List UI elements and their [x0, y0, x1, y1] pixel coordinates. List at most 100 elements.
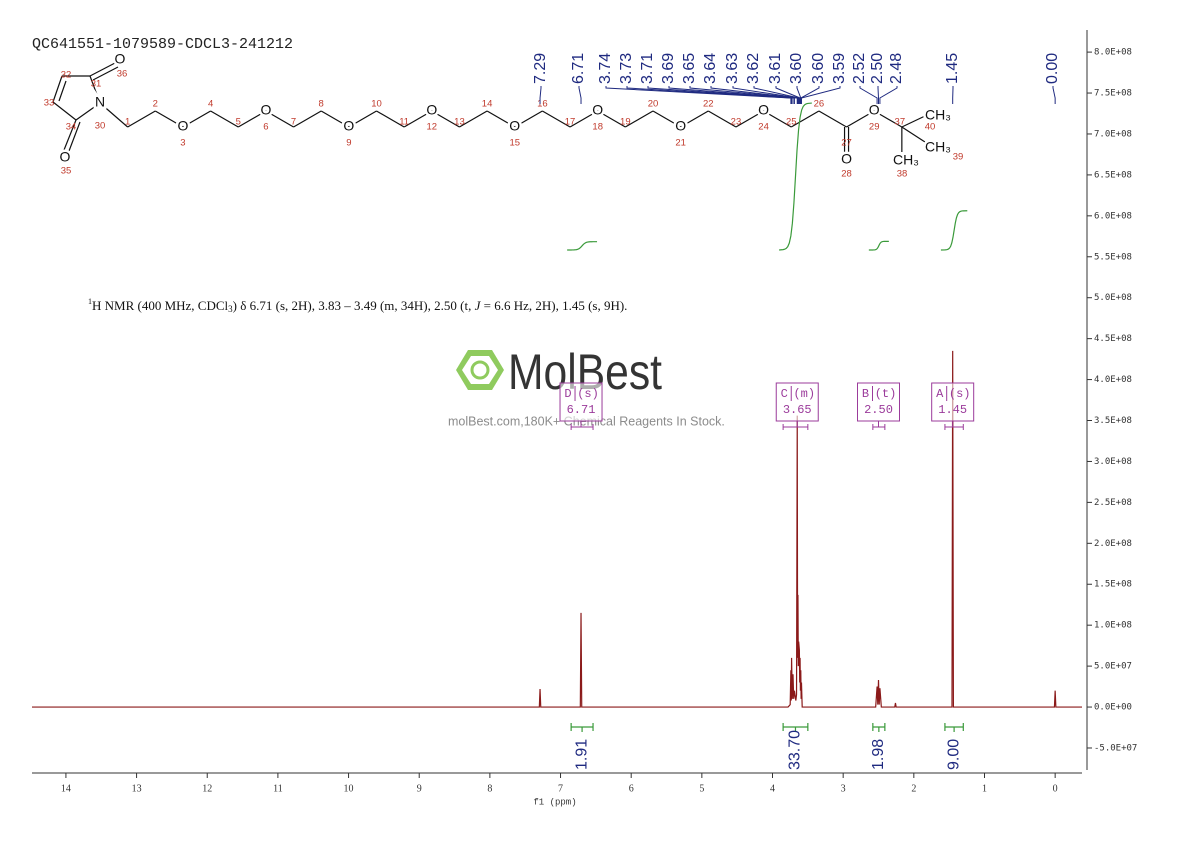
peak-label: 3.71: [639, 53, 656, 84]
multiplet-shift: 2.50: [864, 403, 893, 417]
atom-symbol: O: [841, 151, 852, 167]
bond: [63, 119, 77, 151]
bond: [790, 110, 820, 128]
atom-symbol: CH₃: [925, 107, 951, 123]
atom-number: 25: [786, 117, 797, 128]
bond: [680, 110, 709, 128]
atom-number: 33: [44, 98, 55, 109]
atom-number: 22: [703, 99, 714, 110]
atom-number: 9: [346, 138, 351, 149]
peak-leader: [859, 86, 878, 104]
y-tick-label: 2.5E+08: [1094, 498, 1132, 508]
atom-number: 2: [153, 99, 158, 110]
atom-symbol: CH₃: [925, 139, 951, 155]
sample-title: QC641551-1079589-CDCL3-241212: [32, 36, 293, 53]
multiplet-type: (s): [577, 387, 599, 401]
multiplet-name: C: [781, 387, 788, 401]
bond: [75, 102, 101, 121]
bond: [182, 110, 211, 128]
atom-number: 32: [61, 70, 72, 81]
bond: [707, 110, 737, 128]
peak-label: 2.50: [869, 53, 886, 84]
description-part: H NMR (400 MHz, CDCl: [92, 298, 229, 313]
atom-symbol: O: [869, 102, 880, 118]
x-tick-label: 3: [841, 783, 846, 794]
peak-label: 1.45: [944, 53, 961, 84]
y-tick-label: -5.0E+07: [1094, 743, 1137, 753]
atom-number: 27: [841, 138, 852, 149]
atom-symbol: O: [509, 118, 520, 134]
peak-leader: [689, 86, 798, 104]
x-tick-label: 1: [982, 783, 987, 794]
superscript: 1: [88, 297, 92, 306]
atom-symbol: O: [758, 102, 769, 118]
peak-leader: [710, 86, 799, 104]
y-tick-label: 2.0E+08: [1094, 539, 1132, 549]
atom-number: 37: [895, 117, 906, 128]
atom-number: 10: [371, 99, 382, 110]
peak-label: 2.48: [888, 53, 905, 84]
bond: [89, 62, 116, 77]
bond: [293, 110, 322, 128]
x-axis-label: f1 (ppm): [533, 797, 576, 807]
y-tick-label: 6.0E+08: [1094, 211, 1132, 221]
x-tick-label: 11: [273, 783, 283, 794]
integral-bracket: [944, 723, 964, 732]
atom-number: 28: [841, 169, 852, 180]
atom-number: 24: [758, 122, 769, 133]
atom-number: 34: [66, 122, 77, 133]
multiplet-type: (t): [875, 387, 897, 401]
atom-symbol: O: [260, 102, 271, 118]
bond: [265, 110, 294, 128]
atom-number: 36: [117, 69, 128, 80]
bond: [92, 66, 119, 81]
x-tick-label: 0: [1053, 783, 1058, 794]
x-tick-label: 12: [202, 783, 212, 794]
bond: [514, 110, 543, 128]
bond: [735, 110, 764, 128]
atom-number: 40: [925, 122, 936, 133]
description-part: J: [475, 298, 482, 313]
multiplet-range: [872, 421, 886, 430]
integral-bracket: [782, 723, 809, 732]
peak-leader: [800, 86, 820, 104]
x-tick-label: 2: [911, 783, 916, 794]
x-tick-label: 14: [61, 783, 71, 794]
atom-number: 17: [565, 117, 576, 128]
multiplet-name: D: [564, 387, 571, 401]
peak-leader: [578, 86, 582, 104]
atom-number: 4: [208, 99, 213, 110]
atom-number: 16: [537, 99, 548, 110]
y-tick-label: 8.0E+08: [1094, 48, 1132, 58]
atom-number: 11: [399, 117, 409, 128]
multiplet-type: (m): [793, 387, 815, 401]
peak-leader: [753, 86, 800, 104]
peak-label: 3.65: [681, 53, 698, 84]
x-tick-label: 9: [417, 783, 422, 794]
peak-label: 0.00: [1044, 53, 1061, 84]
atom-number: 21: [675, 138, 686, 149]
atom-symbol: O: [426, 102, 437, 118]
bond: [89, 75, 101, 104]
y-tick-label: 5.0E+07: [1094, 662, 1132, 672]
x-tick-label: 6: [629, 783, 634, 794]
logo-hexagon-inner: [462, 356, 498, 384]
y-tick-label: 0.0E+00: [1094, 703, 1132, 713]
atom-symbol: O: [178, 118, 189, 134]
multiplet-name: A: [936, 387, 944, 401]
peak-label: 3.64: [702, 53, 719, 84]
peak-leader: [879, 86, 898, 104]
bond: [403, 110, 433, 128]
peak-label: 3.74: [597, 53, 614, 84]
peak-label: 3.59: [831, 53, 848, 84]
y-tick-label: 1.5E+08: [1094, 580, 1132, 590]
bond: [652, 110, 681, 128]
integral-value: 1.98: [870, 739, 887, 770]
peak-label: 3.69: [660, 53, 677, 84]
bond: [597, 110, 626, 128]
description-part: ) δ 6.71 (s, 2H), 3.83 – 3.49 (m, 34H), …: [233, 298, 475, 313]
integral-curve: [940, 210, 968, 251]
bond: [376, 110, 405, 128]
atom-symbol: O: [60, 149, 71, 165]
y-tick-label: 5.5E+08: [1094, 252, 1132, 262]
